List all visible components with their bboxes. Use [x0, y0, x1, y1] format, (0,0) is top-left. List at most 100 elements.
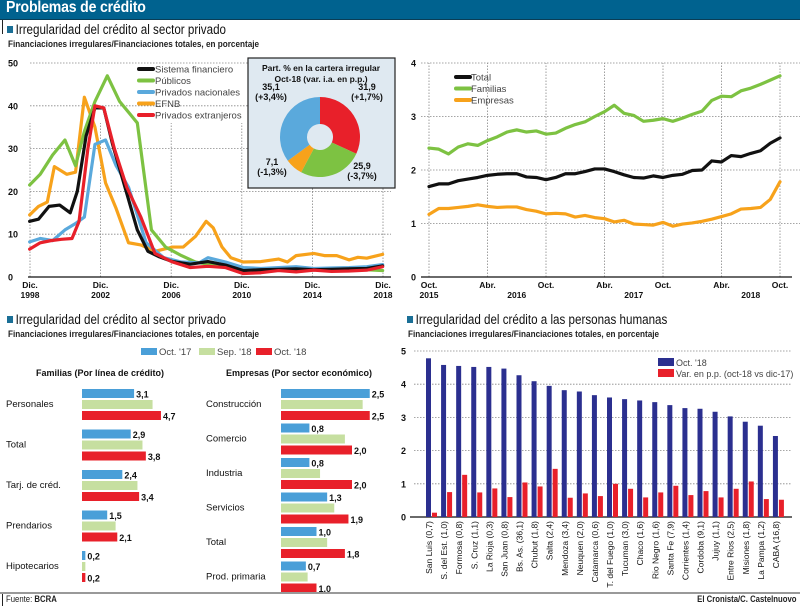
bar-value-label: 1,5 — [109, 511, 122, 521]
pie-change-label: (+1,7%) — [351, 92, 383, 102]
x-year-label: 2018 — [741, 290, 760, 300]
province-label: La Rioja (0,3) — [484, 521, 494, 572]
bar — [432, 512, 437, 517]
y-tick-label: 20 — [8, 187, 18, 197]
legend-label: EFNB — [155, 99, 180, 110]
bar — [82, 510, 108, 520]
legend-label: Oct. '18 — [274, 347, 306, 358]
bar — [82, 532, 118, 542]
bar — [697, 408, 703, 517]
footer-rule — [2, 594, 3, 606]
bar — [447, 492, 453, 517]
bar — [82, 440, 143, 450]
x-tick-label: 2010 — [232, 290, 251, 300]
y-tick-label: 0 — [8, 273, 13, 283]
legend-label: Empresas — [471, 96, 514, 107]
bar — [281, 583, 317, 592]
y-tick-label: 5 — [401, 347, 406, 357]
section-subtitle-top-left: Financiaciones irregulares/Financiacione… — [8, 39, 260, 50]
bar-value-label: 1,0 — [319, 528, 332, 538]
x-tick-label: Oct. — [655, 280, 672, 290]
x-tick-label: Dic. — [93, 280, 109, 290]
province-label: Formosa (0,8) — [454, 521, 464, 575]
y-tick-label: 2 — [401, 446, 406, 456]
line-series-total — [427, 136, 782, 189]
x-tick-label: Dic. — [22, 280, 38, 290]
y-tick-label: 30 — [8, 144, 18, 154]
x-tick-label: Dic. — [375, 280, 391, 290]
bar — [82, 470, 123, 479]
bar — [281, 503, 335, 513]
pie-change-label: (+3,4%) — [255, 92, 287, 102]
bar — [757, 425, 763, 517]
bar — [471, 366, 477, 517]
bar — [426, 358, 431, 517]
bar-value-label: 1,3 — [329, 493, 342, 503]
bar-value-label: 1,8 — [347, 550, 360, 560]
bar-value-label: 3,8 — [148, 452, 161, 462]
bar — [576, 391, 582, 517]
bar — [82, 551, 86, 560]
bar — [727, 416, 733, 517]
category-label: Total — [206, 537, 226, 548]
bar — [456, 365, 462, 517]
line-series-privados-extranjeros — [28, 104, 385, 276]
x-tick-label: Oct. — [421, 280, 438, 290]
bar — [763, 499, 769, 517]
line-series-empresas — [427, 180, 782, 228]
legend-label: Familias — [471, 84, 507, 95]
legend-label: Sep. '18 — [217, 347, 252, 358]
bar — [673, 485, 679, 517]
legend-swatch — [141, 348, 157, 355]
bar — [462, 474, 468, 517]
bar — [733, 488, 739, 517]
bar — [281, 572, 308, 582]
bar — [281, 469, 321, 478]
pie-slice — [280, 97, 320, 161]
y-tick-label: 0 — [411, 273, 416, 283]
province-label: S. Cruz (1,1) — [469, 521, 479, 569]
pie-value-label: 25,9 — [353, 161, 371, 171]
bar-value-label: 1,0 — [319, 584, 332, 592]
bar — [492, 488, 498, 517]
bar — [281, 561, 306, 571]
category-label: Servicios — [206, 503, 245, 514]
section-title-bottom-right: Irregularidad del crédito a las personas… — [407, 312, 667, 327]
chart-barras-provincias: 0 1 2 3 4 5 San Luis (0,7) S. del Est. (1,0) For… — [401, 347, 793, 588]
footer-source: Fuente: BCRA — [6, 594, 57, 604]
x-tick-label: Oct. — [538, 280, 555, 290]
legend-label: Oct. '18 — [676, 358, 707, 368]
bar — [546, 385, 552, 517]
bar — [82, 429, 131, 439]
bar-value-label: 2,0 — [354, 446, 367, 456]
bar-value-label: 1,9 — [350, 515, 363, 525]
y-tick-label: 3 — [401, 413, 406, 423]
section-title-top-left: Irregularidad del crédito al sector priv… — [7, 22, 226, 37]
bar — [82, 481, 138, 490]
province-label: Santa Fe (7,9) — [665, 521, 675, 576]
bar-value-label: 0,2 — [87, 574, 100, 584]
province-label: CABA (16,8) — [771, 521, 781, 568]
province-label: San Juan (0,8) — [499, 521, 509, 577]
x-tick-label: Dic. — [305, 280, 321, 290]
y-tick-label: 10 — [8, 230, 18, 240]
province-label: San Luis (0,7) — [424, 521, 434, 574]
chart-barras-familias-empresas: Oct. '17 Sep. '18 Oct. '18 Familias (Por lí… — [6, 347, 384, 592]
category-label: Prendarios — [6, 521, 52, 532]
category-label: Hipotecarios — [6, 561, 59, 572]
bar — [82, 562, 86, 571]
y-tick-label: 3 — [411, 112, 416, 122]
pie-change-label: (-3,7%) — [347, 171, 377, 181]
bar — [281, 423, 310, 433]
x-tick-label: Abr. — [713, 280, 730, 290]
province-label: T. del Fuego (1,0) — [605, 521, 615, 588]
pie-slice — [320, 97, 360, 154]
bar — [567, 497, 573, 517]
legend-label: Total — [471, 73, 491, 84]
x-tick-label: Abr. — [596, 280, 613, 290]
bar — [613, 483, 618, 517]
pie-value-label: 31,9 — [358, 82, 376, 92]
province-label: Chubut (1,8) — [530, 521, 540, 568]
bar — [82, 400, 153, 409]
bar — [667, 405, 673, 517]
